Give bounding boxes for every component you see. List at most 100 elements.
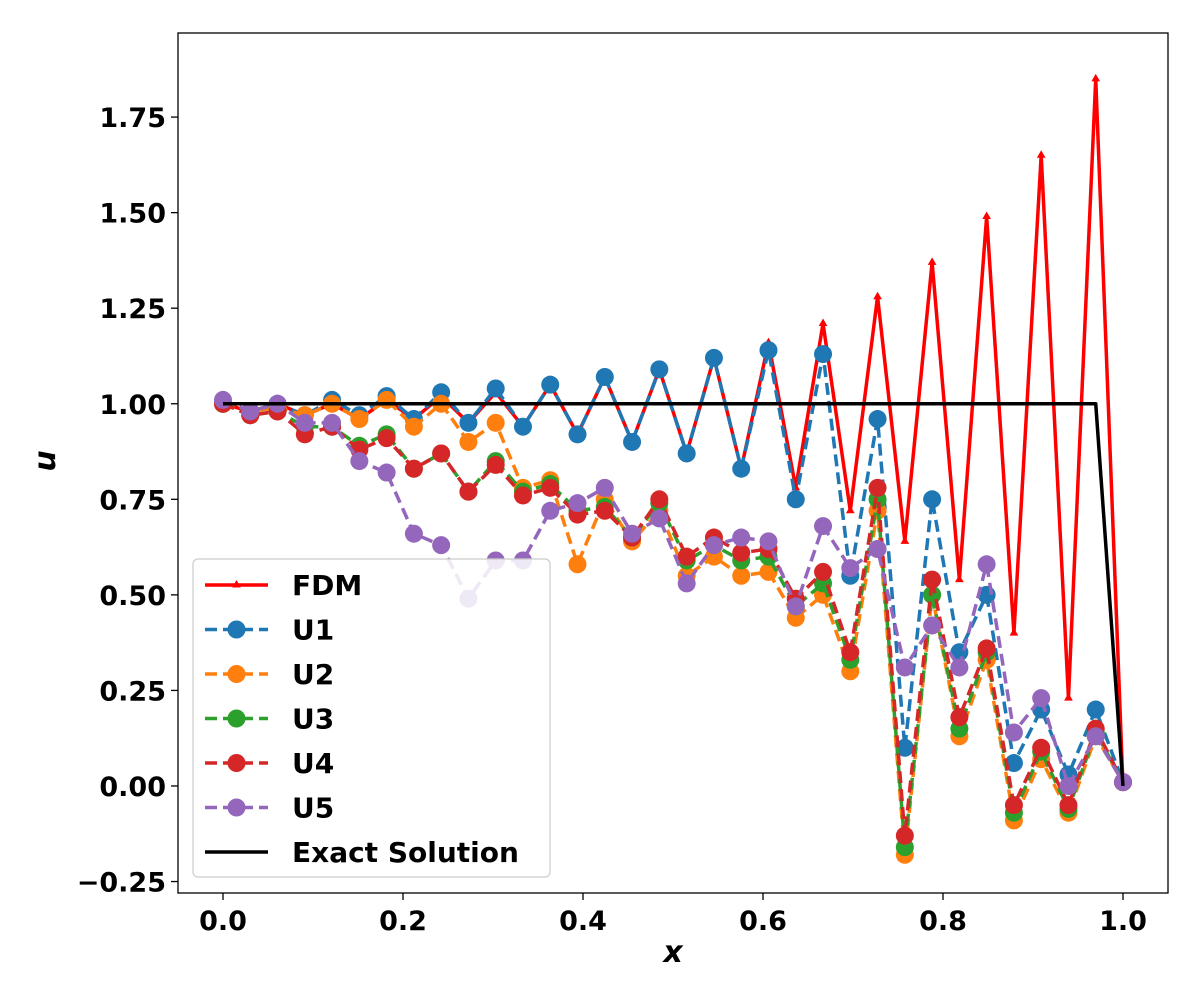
legend-swatch-marker [227,709,246,728]
data-point-fdm [927,257,937,265]
data-point-u1 [595,368,614,386]
legend-item-exact-solution: Exact Solution [205,836,519,869]
legend-swatch-marker [227,665,246,683]
data-point-u5 [541,501,560,520]
data-point-u2 [459,432,478,451]
data-point-u1 [677,444,696,463]
data-point-fdm [955,574,964,583]
legend-label: U4 [292,747,334,780]
data-point-u4 [595,501,614,520]
data-point-u2 [732,566,751,585]
data-point-u4 [377,429,396,448]
x-tick-label: 0.4 [559,906,607,937]
legend-item-u1: U1 [205,614,334,647]
plot-frame [177,32,1169,894]
data-point-u4 [841,643,860,662]
data-point-u1 [786,490,805,509]
series-line-u1 [222,348,1125,783]
y-axis-label: u [28,450,63,471]
data-point-u5 [786,597,805,616]
series-line-u5 [222,398,1125,788]
data-point-fdm [1091,73,1101,82]
data-point-u4 [1004,796,1023,815]
data-point-u5 [241,402,260,421]
data-point-u5 [404,524,423,543]
data-point-u4 [650,490,669,509]
data-point-u1 [541,375,560,394]
legend-swatch-marker [227,620,246,639]
legend-swatch-marker [232,580,241,588]
legend-label: FDM [292,569,362,602]
data-point-u4 [868,478,887,497]
series-line-u2 [222,398,1125,857]
data-point-u5 [841,559,860,578]
series-line-u4 [222,402,1125,838]
data-point-u2 [350,410,369,429]
data-point-u4 [541,478,560,497]
data-point-u5 [923,616,942,635]
data-point-u4 [432,444,451,463]
data-point-u4 [677,547,696,566]
legend: FDM U1 U2 U3 U4 U5 Exact Solution [192,558,551,878]
series-line-u3 [222,402,1125,849]
data-point-u4 [732,543,751,562]
data-point-u5 [350,452,369,471]
data-point-u5 [814,517,833,536]
data-point-u4 [1059,796,1078,815]
data-point-u4 [977,639,996,658]
legend-items: FDM U1 U2 U3 U4 U5 Exact Solution [205,569,519,869]
data-point-u1 [923,490,942,509]
legend-label: Exact Solution [292,836,519,869]
series-u4 [214,394,1132,845]
legend-item-u5: U5 [205,792,334,825]
x-tick-label: 0.8 [919,906,967,937]
data-point-u4 [1032,738,1051,757]
data-point-fdm [1064,693,1073,701]
data-point-u4 [950,708,969,727]
data-point-u4 [513,486,532,505]
data-point-u1 [732,459,751,478]
x-tick-label: 0.2 [379,906,427,937]
data-point-u5 [732,528,751,547]
data-point-u5 [623,524,642,543]
y-tick-label: 0.25 [99,676,166,707]
y-tick-label: 0.50 [99,581,166,612]
y-tick-label: 0.75 [99,485,166,516]
data-point-u1 [814,345,833,364]
series-line-fdm [222,77,1125,787]
legend-label: U5 [292,792,334,825]
data-point-u1 [895,738,914,757]
legend-box [192,558,551,878]
legend-label: U2 [292,658,334,691]
data-point-u4 [895,826,914,845]
data-point-fdm [1009,628,1019,636]
data-point-u5 [895,658,914,677]
data-point-u1 [650,360,669,379]
data-point-u1 [486,379,505,398]
data-point-u5 [568,494,587,513]
data-point-fdm [818,318,828,326]
legend-swatch-marker [227,798,246,817]
x-axis-label: x [661,935,684,970]
data-point-u1 [759,341,778,360]
data-point-u5 [977,555,996,574]
data-point-u4 [486,455,505,474]
data-point-u5 [1086,727,1105,746]
x-axis-ticks: 0.0 0.2 0.4 0.6 0.8 1.0 [199,893,1147,937]
data-point-fdm [873,291,882,300]
y-tick-label: −0.25 [77,868,166,899]
y-tick-label: 1.25 [99,294,166,325]
x-tick-label: 1.0 [1099,906,1147,937]
legend-item-u4: U4 [205,747,334,780]
legend-item-fdm: FDM [205,569,362,602]
y-tick-label: 1.50 [99,199,166,230]
data-point-u5 [377,463,396,482]
data-point-u4 [923,570,942,589]
data-point-u5 [432,536,451,555]
data-point-u5 [650,509,669,528]
x-tick-label: 0.0 [199,906,247,937]
series-exact-solution [223,402,1125,787]
data-point-u5 [1059,776,1078,795]
